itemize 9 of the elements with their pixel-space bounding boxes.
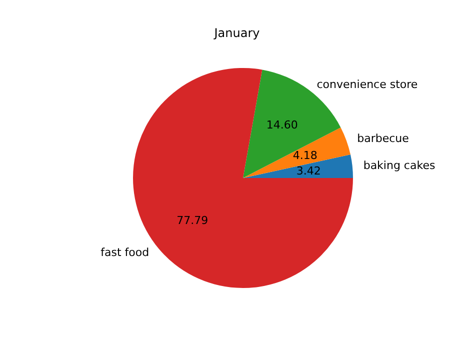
- data-label: 77.79: [176, 214, 208, 227]
- data-label: 3.42: [296, 164, 321, 178]
- slice-label: fast food: [100, 246, 150, 260]
- data-label: 4.18: [292, 149, 318, 162]
- slice-label: baking cakes: [363, 159, 436, 172]
- slice-label: convenience store: [316, 78, 418, 92]
- chart-title: January: [213, 26, 260, 40]
- slice-label: barbecue: [357, 132, 410, 146]
- data-label: 14.60: [266, 118, 298, 132]
